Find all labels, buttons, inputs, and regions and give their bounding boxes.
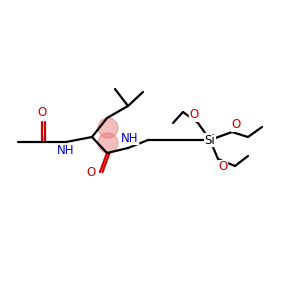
Circle shape (98, 133, 118, 153)
Text: O: O (189, 109, 199, 122)
Text: O: O (231, 118, 241, 131)
Text: O: O (38, 106, 46, 119)
Text: O: O (218, 160, 228, 173)
Text: NH: NH (57, 145, 75, 158)
Text: NH: NH (121, 131, 139, 145)
Text: O: O (86, 166, 96, 178)
Circle shape (98, 118, 118, 138)
Text: Si: Si (205, 134, 215, 146)
